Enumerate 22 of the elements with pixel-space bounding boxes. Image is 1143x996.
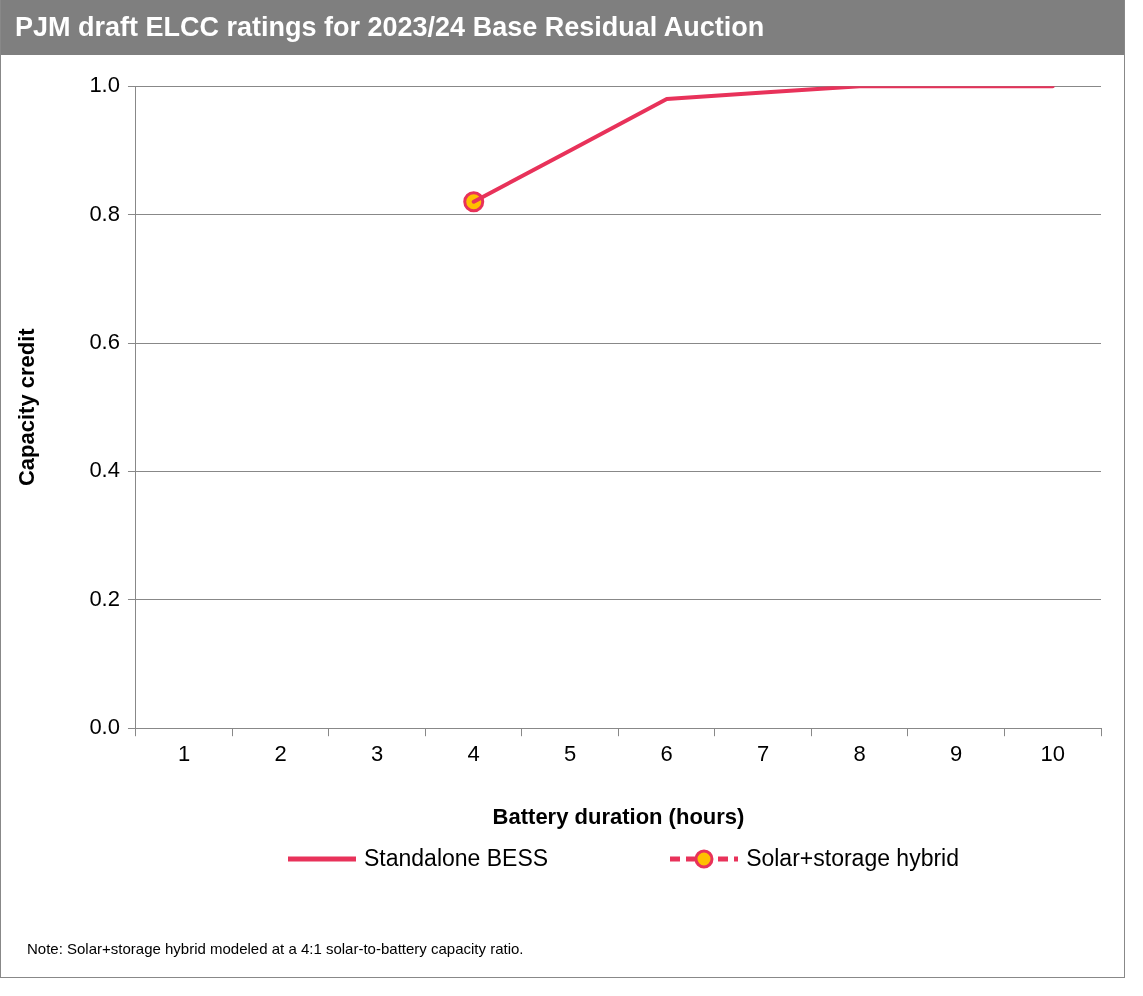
x-tick-label: 5 (564, 741, 577, 767)
x-tick-label: 10 (1040, 741, 1065, 767)
legend-label: Solar+storage hybrid (746, 845, 959, 872)
y-tick-label: 0.8 (89, 200, 120, 226)
y-axis-title: Capacity credit (14, 327, 40, 487)
x-tick-label: 3 (371, 741, 384, 767)
x-tick-label: 8 (853, 741, 866, 767)
legend-label: Standalone BESS (363, 845, 549, 872)
x-tick-label: 1 (178, 741, 191, 767)
x-tick-label: 2 (274, 741, 287, 767)
y-tick-label: 0.0 (89, 714, 120, 740)
x-tick-label: 9 (950, 741, 963, 767)
x-tick-label: 7 (757, 741, 770, 767)
text: Note: Solar+storage hybrid modeled at a 4:1 solar-to-battery capacity ratio. (27, 940, 524, 957)
y-tick-label: 0.4 (89, 457, 120, 483)
x-tick-label: 4 (467, 741, 480, 767)
y-tick-label: 0.6 (89, 329, 120, 355)
y-tick-label: 1.0 (89, 72, 120, 98)
y-tick-label: 0.2 (89, 585, 120, 611)
x-tick-label: 6 (660, 741, 673, 767)
x-axis-title: Battery duration (hours) (492, 803, 745, 829)
chart-title: PJM draft ELCC ratings for 2023/24 Base Residual Auction (1, 0, 1124, 55)
